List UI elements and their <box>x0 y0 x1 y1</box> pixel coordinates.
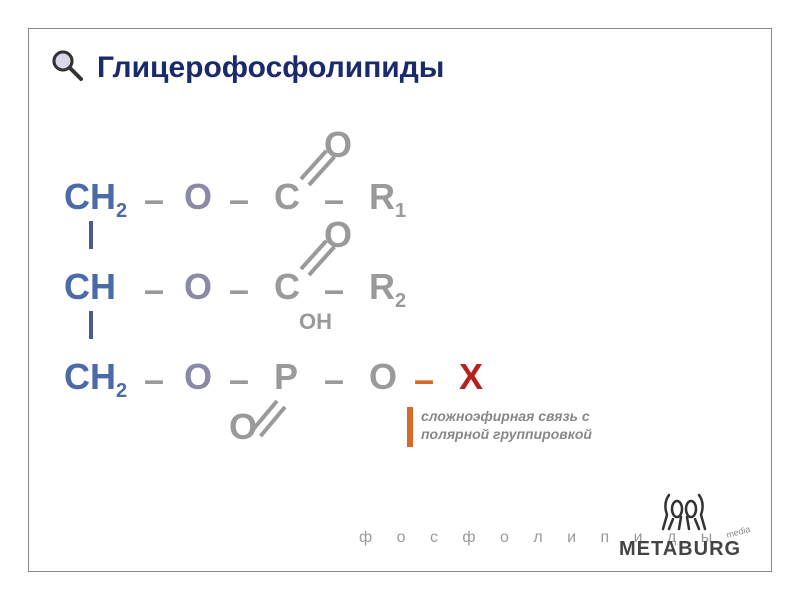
r2-c: C <box>274 269 300 305</box>
r2-dash3: – <box>324 269 344 311</box>
vbond-1-2 <box>89 221 93 249</box>
r1-c: C <box>274 179 300 215</box>
r2-r: R2 <box>369 269 406 311</box>
r3-x: X <box>459 359 483 395</box>
r1-o: O <box>184 179 212 215</box>
magnifier-icon <box>49 47 85 88</box>
r3-dash2: – <box>229 359 249 401</box>
r3-double-o: O <box>229 409 257 445</box>
r2-dash2: – <box>229 269 249 311</box>
r2-o: O <box>184 269 212 305</box>
r2-oh: OH <box>299 311 332 333</box>
r3-p: P <box>274 359 298 395</box>
r1-double-o: O <box>324 127 352 163</box>
logo-icon <box>619 489 749 533</box>
r3-ch2: CH2 <box>64 359 127 401</box>
r3-dash3: – <box>324 359 344 401</box>
slide-frame: Глицерофосфолипиды CH2 – O – C O – R1 CH… <box>28 28 772 572</box>
logo-text: METABURG <box>619 538 749 561</box>
r3-o1: O <box>184 359 212 395</box>
r3-o2: O <box>369 359 397 395</box>
r2-ch: CH <box>64 269 116 305</box>
r3-dash1: – <box>144 359 164 401</box>
annotation-bar <box>407 407 413 447</box>
r1-dash2: – <box>229 179 249 221</box>
r3-dbond-b <box>259 406 286 438</box>
r2-double-o: O <box>324 217 352 253</box>
r1-ch2: CH2 <box>64 179 127 221</box>
r1-r: R1 <box>369 179 406 221</box>
r3-dash4: – <box>414 359 434 401</box>
annotation-text: сложноэфирная связь с полярной группиров… <box>421 407 592 443</box>
page-title: Глицерофосфолипиды <box>97 51 444 85</box>
r2-dash1: – <box>144 269 164 311</box>
vbond-2-3 <box>89 311 93 339</box>
r1-dash1: – <box>144 179 164 221</box>
title-row: Глицерофосфолипиды <box>49 47 444 88</box>
logo: media METABURG <box>619 489 749 561</box>
